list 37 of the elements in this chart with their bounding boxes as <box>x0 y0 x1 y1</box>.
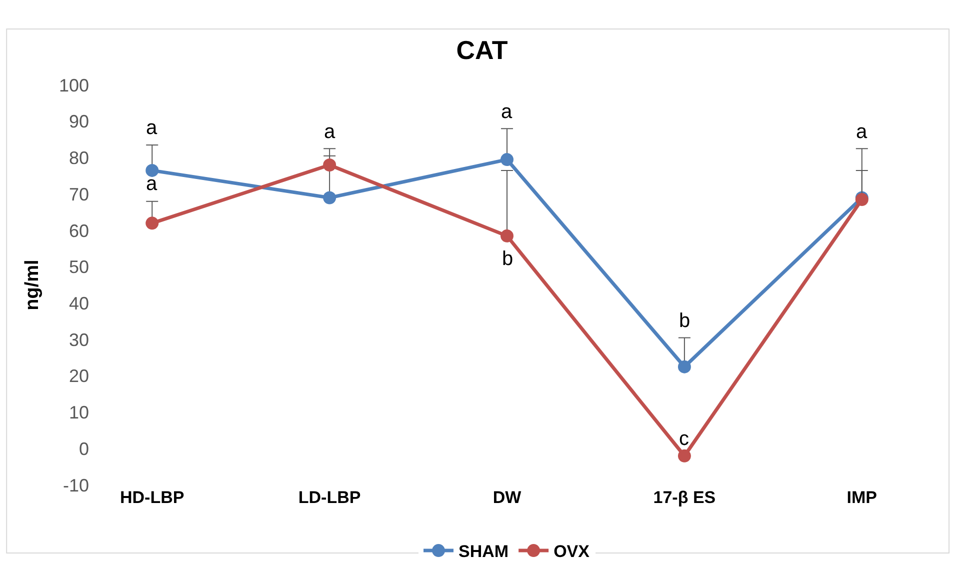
point <box>146 216 159 230</box>
chart-title: CAT <box>456 34 508 65</box>
point <box>500 153 514 166</box>
x-tick-label: 17-β ES <box>653 488 716 507</box>
point <box>500 229 514 242</box>
y-tick-label: 20 <box>68 366 89 386</box>
data-label: c <box>679 428 689 450</box>
data-label: a <box>146 117 158 139</box>
point <box>323 191 336 204</box>
y-tick-label: 60 <box>68 220 89 241</box>
y-tick-label: 70 <box>68 184 89 204</box>
data-label: a <box>324 121 336 143</box>
y-axis-title: ng/ml <box>22 260 43 310</box>
point <box>146 164 159 177</box>
data-label: a <box>856 121 868 143</box>
x-tick-label: DW <box>492 488 522 507</box>
data-label: b <box>502 248 514 270</box>
x-tick-label: HD-LBP <box>120 488 184 507</box>
data-label: a <box>501 101 513 123</box>
y-tick-label: 30 <box>68 330 89 350</box>
y-tick-label: 10 <box>68 402 89 423</box>
x-tick-label: IMP <box>846 488 878 507</box>
y-tick-label: 40 <box>68 293 89 314</box>
y-tick-label: 100 <box>58 75 89 96</box>
point <box>678 360 691 374</box>
point <box>678 449 691 462</box>
data-label: a <box>146 173 158 195</box>
legend-label: SHAM <box>458 542 509 562</box>
legend-label: OVX <box>554 542 590 562</box>
y-tick-label: 50 <box>68 257 89 278</box>
data-label: b <box>679 310 690 332</box>
x-tick-label: LD-LBP <box>298 488 361 507</box>
y-tick-label: 0 <box>78 438 89 459</box>
point <box>323 158 336 172</box>
y-tick-label: 90 <box>68 112 89 132</box>
y-tick-label: 80 <box>68 148 89 168</box>
y-tick-label: -10 <box>62 475 89 496</box>
